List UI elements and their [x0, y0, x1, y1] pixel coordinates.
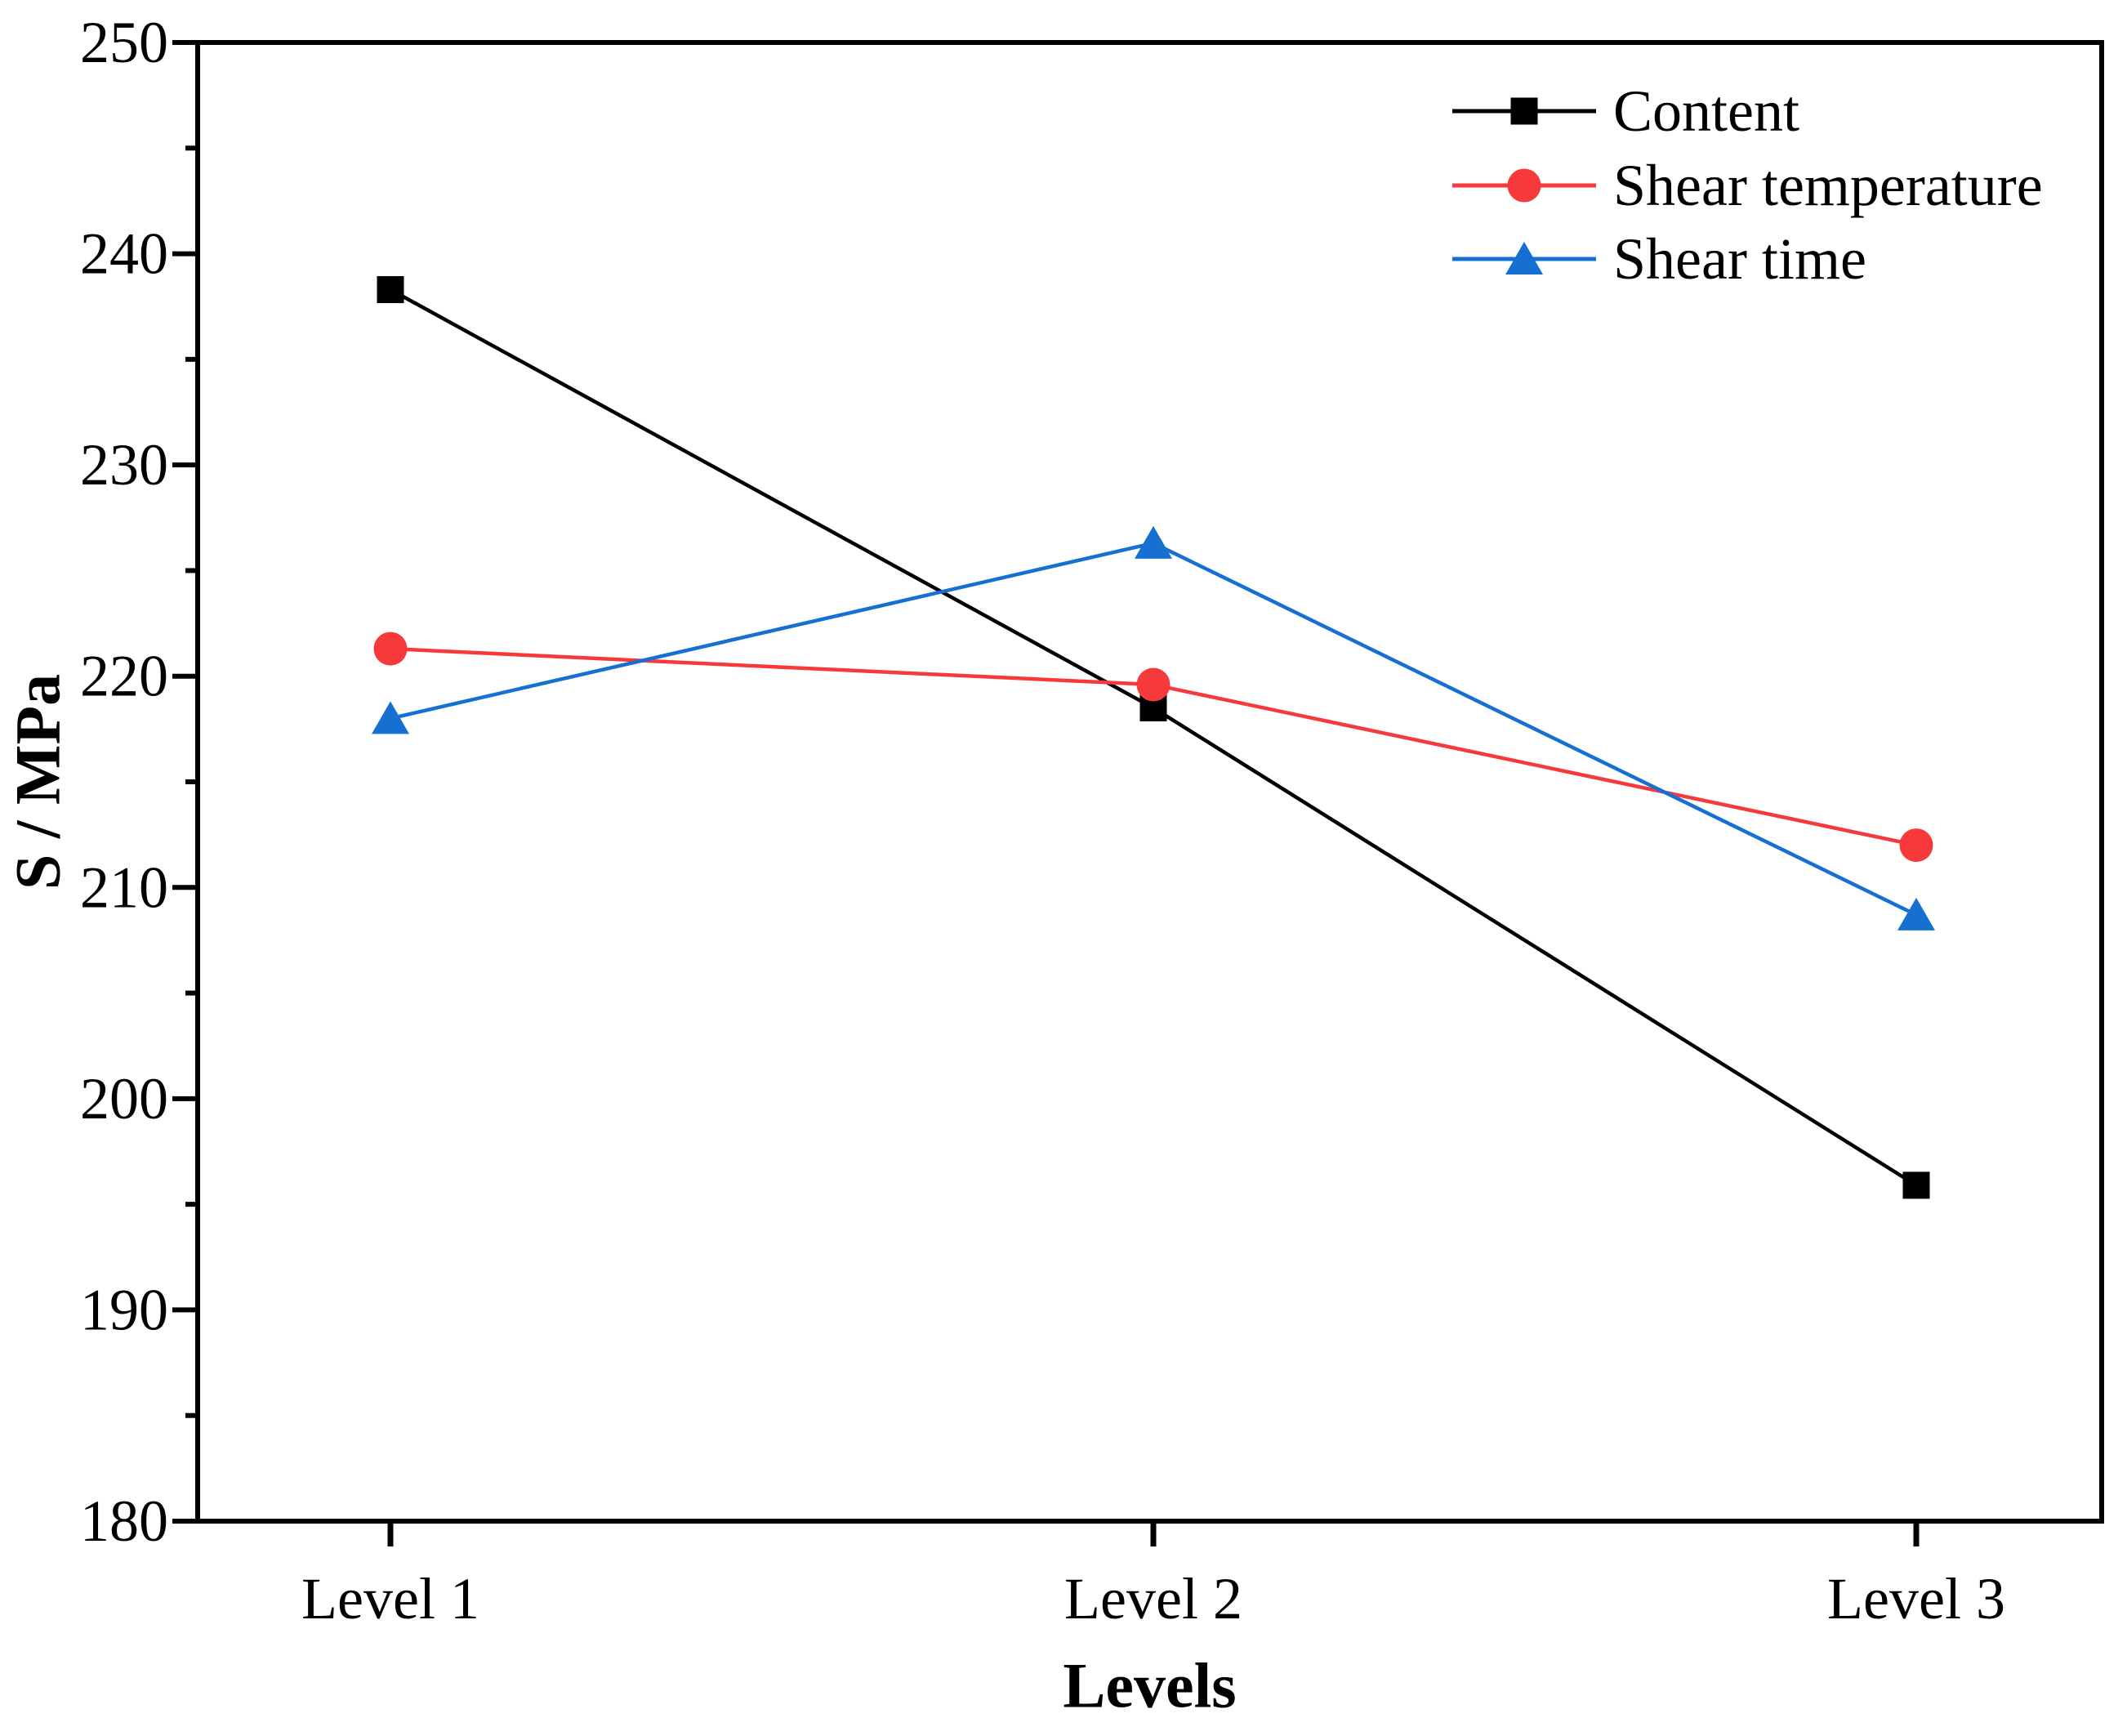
x-axis-title: Levels: [1063, 1650, 1236, 1721]
data-point-triangle: [1897, 897, 1935, 930]
y-tick-label: 200: [80, 1066, 168, 1131]
y-tick-label: 240: [80, 221, 168, 287]
y-tick-label: 230: [80, 432, 168, 498]
data-point-circle: [1136, 667, 1171, 702]
data-point-triangle: [372, 701, 409, 734]
data-point-circle: [373, 631, 408, 666]
data-point-circle: [1899, 828, 1933, 863]
legend-marker-square: [1510, 97, 1538, 125]
legend-marker-circle: [1507, 168, 1541, 203]
y-tick-label: 210: [80, 855, 168, 920]
legend-label: Shear time: [1613, 226, 1866, 292]
data-point-square: [1902, 1171, 1930, 1199]
x-tick-label: Level 2: [1064, 1566, 1242, 1631]
legend-marker-triangle: [1505, 242, 1543, 274]
y-tick-label: 250: [80, 10, 168, 75]
y-axis-title: S / MPa: [2, 674, 74, 890]
y-tick-label: 220: [80, 644, 168, 709]
data-point-triangle: [1135, 525, 1172, 559]
legend-label: Content: [1613, 78, 1799, 144]
x-tick-label: Level 1: [301, 1566, 479, 1631]
data-point-square: [377, 276, 404, 304]
y-tick-label: 180: [80, 1488, 168, 1554]
legend-label: Shear temperature: [1613, 153, 2043, 218]
x-tick-label: Level 3: [1827, 1566, 2005, 1631]
y-tick-label: 190: [80, 1277, 168, 1342]
